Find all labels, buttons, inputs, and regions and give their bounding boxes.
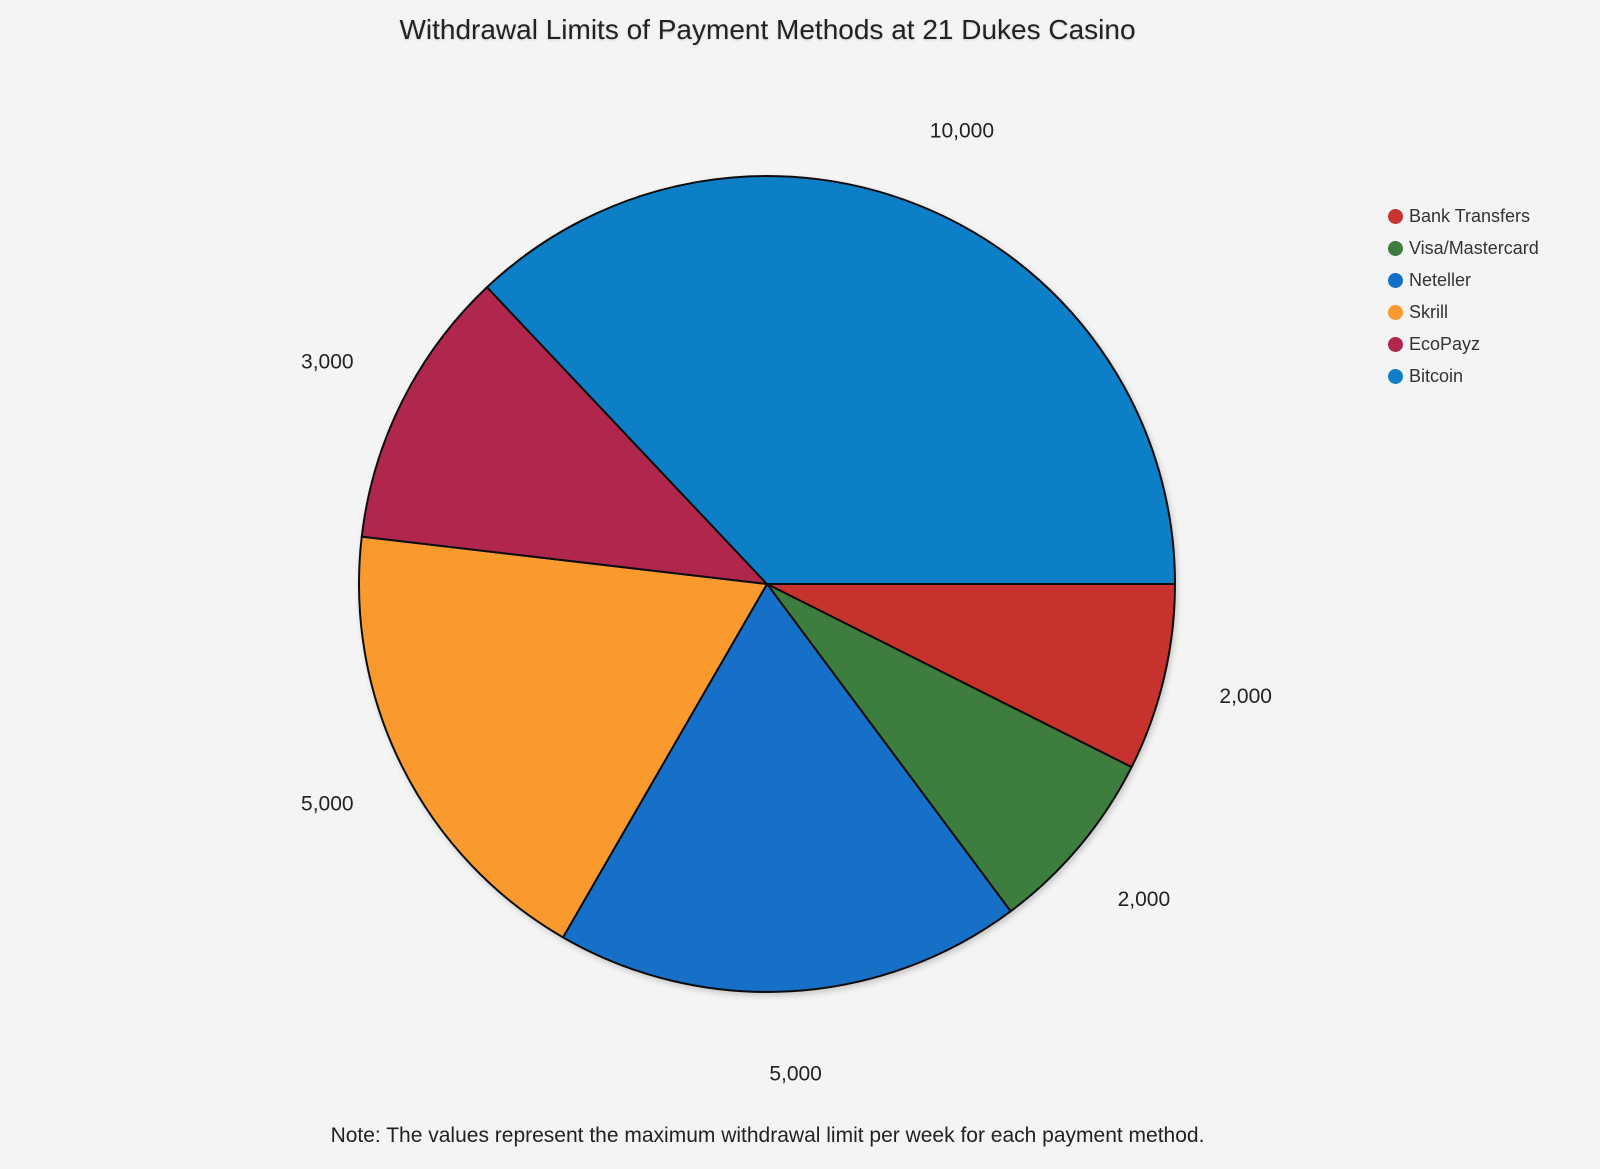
legend-swatch <box>1388 368 1403 384</box>
legend-label: Visa/Mastercard <box>1409 237 1539 258</box>
legend-item-bitcoin[interactable]: Bitcoin <box>1388 360 1539 392</box>
legend-item-neteller[interactable]: Neteller <box>1388 264 1539 296</box>
legend-label: Bank Transfers <box>1409 205 1531 226</box>
legend-swatch <box>1388 336 1403 352</box>
pie-slice-skrill <box>358 535 768 939</box>
legend-swatch <box>1388 208 1403 224</box>
slice-label-bitcoin: 10,000 <box>930 120 994 143</box>
pie-slice-bitcoin <box>486 175 1176 585</box>
legend-label: Skrill <box>1409 301 1448 322</box>
slice-label-visa-mastercard: 2,000 <box>1118 888 1171 911</box>
legend-item-ecopayz[interactable]: EcoPayz <box>1388 328 1539 360</box>
chart-title: Withdrawal Limits of Payment Methods at … <box>399 14 1136 45</box>
slice-label-skrill: 5,000 <box>301 792 354 815</box>
slice-label-neteller: 5,000 <box>769 1063 822 1086</box>
legend-swatch <box>1388 272 1403 288</box>
chart-note: Note: The values represent the maximum w… <box>330 1124 1205 1147</box>
legend-item-bank-transfers[interactable]: Bank Transfers <box>1388 200 1539 232</box>
slice-label-ecopayz: 3,000 <box>301 351 354 374</box>
legend-label: Neteller <box>1409 269 1472 290</box>
legend-label: Bitcoin <box>1409 365 1464 386</box>
slice-label-bank-transfers: 2,000 <box>1219 685 1272 708</box>
legend-swatch <box>1388 304 1403 320</box>
pie-slice-ecopayz <box>360 286 768 585</box>
legend-label: EcoPayz <box>1409 333 1481 354</box>
legend-item-visa-mastercard[interactable]: Visa/Mastercard <box>1388 232 1539 264</box>
legend-item-skrill[interactable]: Skrill <box>1388 296 1539 328</box>
legend: Bank Transfers Visa/Mastercard Neteller Skr… <box>1388 200 1539 392</box>
pie-slice-neteller <box>562 583 1012 993</box>
pie-slice-bank-transfers <box>766 583 1176 769</box>
legend-swatch <box>1388 240 1403 256</box>
pie-slice-visa-mastercard <box>766 583 1133 913</box>
